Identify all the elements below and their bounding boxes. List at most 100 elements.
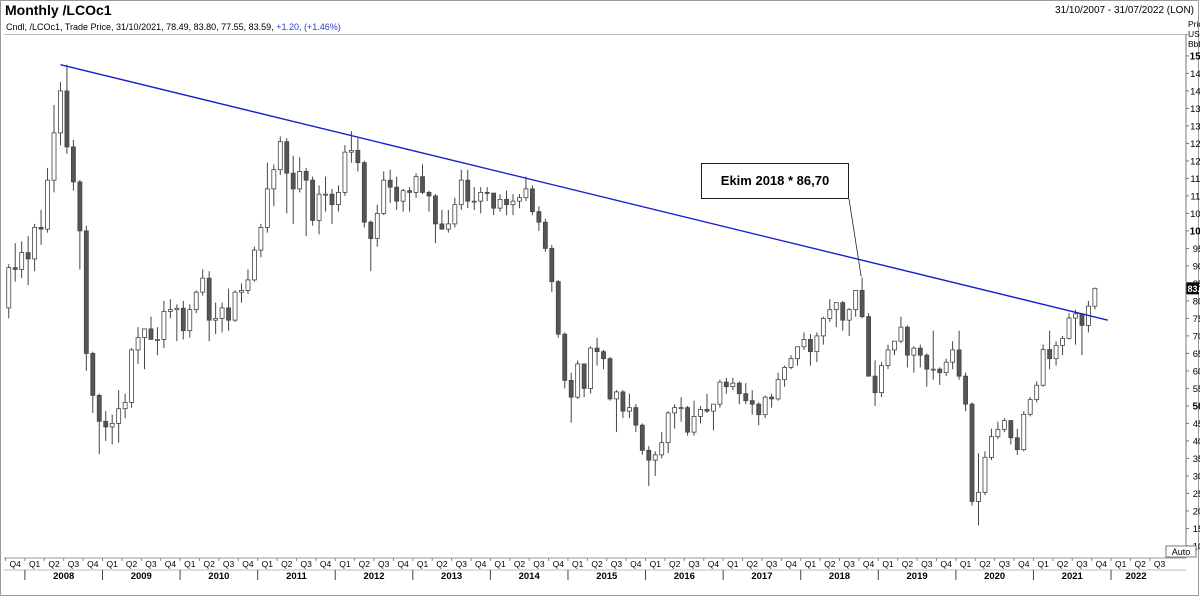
candle-body xyxy=(659,442,665,456)
candle-body xyxy=(491,192,497,209)
candle-body xyxy=(394,186,400,202)
x-tick-year: 2009 xyxy=(131,571,152,582)
trendlines xyxy=(60,63,1108,321)
candle-body xyxy=(917,347,923,356)
candle-body xyxy=(956,349,962,377)
candle xyxy=(892,340,897,356)
candle-body xyxy=(45,179,50,230)
x-tick-quarter: Q2 xyxy=(281,559,293,569)
candle xyxy=(795,346,800,366)
candle-body xyxy=(879,365,884,393)
candle xyxy=(723,377,729,394)
candle-body xyxy=(788,358,794,368)
candle-body xyxy=(756,403,762,416)
candle-body xyxy=(723,381,729,388)
candle-body xyxy=(510,200,516,206)
candle xyxy=(801,332,807,350)
candle xyxy=(937,367,943,385)
x-tick-quarter: Q1 xyxy=(572,559,584,569)
candle-body xyxy=(471,200,477,203)
candle xyxy=(685,405,690,436)
x-tick-quarter: Q1 xyxy=(882,559,894,569)
candle-body xyxy=(193,291,199,311)
x-tick-quarter: Q4 xyxy=(397,559,409,569)
candle xyxy=(646,446,652,487)
candle-body xyxy=(769,396,775,400)
y-tick-label: 125 xyxy=(1190,139,1200,150)
candle-body xyxy=(213,317,219,321)
y-tick-label: 90 xyxy=(1193,261,1200,272)
candle-body xyxy=(588,347,593,389)
candle xyxy=(465,169,471,209)
candle xyxy=(995,421,1001,440)
candle-body xyxy=(355,149,361,164)
candle-body xyxy=(1047,349,1053,360)
candle-body xyxy=(989,436,994,458)
candle xyxy=(64,64,70,154)
candle-body xyxy=(174,307,180,311)
candle-body xyxy=(452,204,458,225)
x-tick-quarter: Q2 xyxy=(1134,559,1146,569)
y-tick-label: 100 xyxy=(1190,226,1200,237)
candle-body xyxy=(840,302,846,321)
legend-change: +1.20, (+1.46%) xyxy=(276,22,341,32)
candle-body xyxy=(342,151,348,193)
candle xyxy=(536,206,542,231)
candle-body xyxy=(336,191,341,206)
candle xyxy=(575,360,581,399)
candle-body xyxy=(206,277,212,321)
candle-body xyxy=(911,347,917,356)
legend-row: Cndl, /LCOc1, Trade Price, 31/10/2021, 7… xyxy=(6,22,341,32)
candle xyxy=(348,131,354,163)
candle xyxy=(1047,330,1053,370)
candle xyxy=(232,290,238,322)
candle xyxy=(271,164,277,207)
candle xyxy=(879,362,884,398)
candle-body xyxy=(943,361,949,374)
x-tick-quarter: Q2 xyxy=(48,559,60,569)
y-tick-label: 35 xyxy=(1193,454,1200,465)
y-tick-label: 25 xyxy=(1193,489,1200,500)
y-tick-label: 140 xyxy=(1190,86,1200,97)
candle xyxy=(982,451,988,496)
candle-body xyxy=(200,277,206,293)
x-tick-quarter: Q2 xyxy=(669,559,681,569)
candle-body xyxy=(652,454,658,461)
candle-body xyxy=(458,179,464,206)
candle-body xyxy=(853,289,859,311)
candle-body xyxy=(348,149,354,153)
candle xyxy=(323,176,328,212)
candle xyxy=(963,372,968,412)
candle-body xyxy=(180,307,186,332)
candle-body xyxy=(323,193,328,196)
x-tick-quarter: Q1 xyxy=(1115,559,1127,569)
candle xyxy=(950,341,956,370)
y-tick-label: 135 xyxy=(1190,104,1200,115)
candle xyxy=(58,82,63,146)
candle-body xyxy=(77,181,83,232)
candle-body xyxy=(258,226,264,251)
candle-body xyxy=(361,162,367,223)
y-tick-label: 145 xyxy=(1190,69,1200,80)
x-tick-quarter: Q4 xyxy=(1096,559,1108,569)
x-tick-quarter: Q3 xyxy=(766,559,778,569)
candle xyxy=(743,383,749,405)
candle-body xyxy=(1073,313,1078,319)
candle xyxy=(400,188,406,212)
candle xyxy=(1086,300,1091,333)
x-tick-quarter: Q2 xyxy=(359,559,371,569)
candle-body xyxy=(846,309,852,321)
y-tick-label: 40 xyxy=(1193,436,1200,447)
candle xyxy=(562,332,568,389)
candle-body xyxy=(866,316,871,377)
candle xyxy=(277,136,283,175)
candle xyxy=(678,397,684,422)
candle xyxy=(568,372,574,423)
x-tick-year: 2013 xyxy=(441,571,462,582)
candle xyxy=(471,187,477,210)
candle xyxy=(161,300,167,349)
candle-body xyxy=(232,291,238,321)
candle-body xyxy=(290,172,296,190)
y-tick-label: 60 xyxy=(1193,366,1200,377)
